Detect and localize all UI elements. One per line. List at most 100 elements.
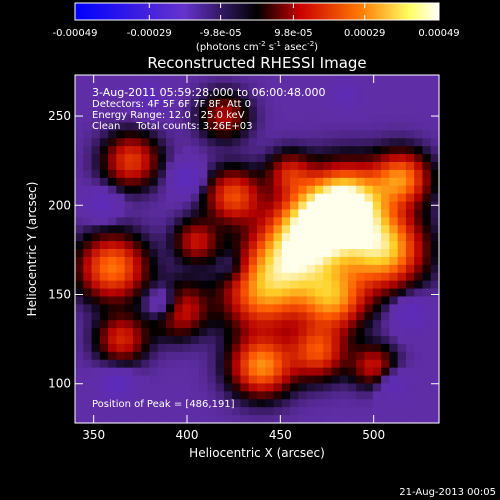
heatmap-cell (422, 304, 432, 313)
heatmap-cell (257, 320, 266, 329)
heatmap-cell (339, 193, 349, 203)
heatmap-cell (405, 415, 415, 424)
heatmap-cell (232, 209, 242, 218)
heatmap-cell (99, 288, 109, 298)
heatmap-cell (389, 138, 399, 147)
heatmap-cell (257, 407, 266, 416)
heatmap-cell (215, 304, 225, 313)
heatmap-cell (422, 241, 432, 250)
heatmap-cell (397, 177, 407, 187)
heatmap-cell (397, 162, 407, 171)
heatmap-cell (166, 98, 175, 108)
heatmap-cell (83, 336, 93, 345)
heatmap-cell (281, 399, 291, 408)
heatmap-cell (99, 75, 109, 84)
heatmap-cell (116, 288, 126, 298)
heatmap-cell (91, 162, 101, 171)
heatmap-cell (372, 249, 382, 258)
heatmap-cell (166, 391, 175, 400)
heatmap-cell (75, 75, 84, 84)
heatmap-cell (414, 391, 424, 400)
heatmap-cell (314, 264, 324, 274)
heatmap-cell (190, 304, 200, 313)
heatmap-cell (116, 359, 126, 369)
heatmap-cell (190, 272, 200, 282)
heatmap-cell (356, 233, 366, 242)
heatmap-cell (405, 122, 415, 131)
heatmap-cell (207, 320, 217, 329)
heatmap-cell (166, 288, 175, 298)
heatmap-cell (91, 138, 101, 147)
heatmap-cell (75, 154, 84, 163)
heatmap-cell (290, 122, 299, 131)
heatmap-cell (124, 169, 134, 179)
heatmap-cell (430, 177, 440, 187)
heatmap-cell (364, 312, 374, 321)
heatmap-cell (389, 217, 399, 226)
heatmap-cell (257, 90, 266, 100)
heatmap-cell (190, 98, 200, 108)
heatmap-cell (397, 272, 407, 282)
heatmap-cell (405, 98, 415, 108)
heatmap-cell (290, 162, 299, 171)
heatmap-cell (364, 320, 374, 329)
heatmap-cell (372, 256, 382, 266)
heatmap-cell (132, 233, 142, 242)
heatmap-cell (108, 193, 117, 203)
heatmap-cell (356, 177, 366, 187)
heatmap-cell (372, 114, 382, 124)
heatmap-cell (91, 399, 101, 408)
heatmap-cell (298, 280, 308, 290)
heatmap-cell (331, 320, 341, 329)
heatmap-cell (348, 351, 357, 361)
heatmap-cell (166, 296, 175, 305)
heatmap-cell (83, 328, 93, 337)
heatmap-cell (414, 375, 424, 385)
heatmap-cell (348, 201, 357, 211)
heatmap-cell (422, 106, 432, 116)
heatmap-cell (397, 185, 407, 195)
heatmap-cell (132, 264, 142, 274)
heatmap-cell (83, 209, 93, 218)
heatmap-cell (190, 162, 200, 171)
heatmap-cell (99, 90, 109, 100)
heatmap-cell (331, 90, 341, 100)
heatmap-cell (149, 241, 159, 250)
heatmap-cell (281, 114, 291, 124)
heatmap-cell (281, 209, 291, 218)
heatmap-cell (116, 383, 126, 392)
heatmap-cell (190, 82, 200, 92)
heatmap-cell (223, 225, 233, 234)
heatmap-cell (215, 201, 225, 211)
heatmap-cell (149, 272, 159, 282)
heatmap-cell (397, 264, 407, 274)
heatmap-cell (265, 154, 275, 163)
heatmap-cell (248, 233, 258, 242)
heatmap-cell (215, 106, 225, 116)
heatmap-cell (430, 343, 440, 353)
heatmap-cell (281, 296, 291, 305)
heatmap-cell (141, 375, 151, 385)
heatmap-cell (414, 399, 424, 408)
heatmap-cell (141, 249, 151, 258)
heatmap-cell (339, 280, 349, 290)
heatmap-cell (174, 233, 184, 242)
heatmap-cell (83, 225, 93, 234)
heatmap-cell (430, 98, 440, 108)
heatmap-cell (348, 312, 357, 321)
heatmap-cell (290, 201, 299, 211)
heatmap-cell (414, 82, 424, 92)
heatmap-cell (265, 343, 275, 353)
heatmap-cell (397, 193, 407, 203)
heatmap-cell (157, 375, 167, 385)
heatmap-cell (116, 336, 126, 345)
heatmap-cell (83, 82, 93, 92)
heatmap-cell (372, 367, 382, 377)
heatmap-cell (141, 351, 151, 361)
heatmap-cell (290, 169, 299, 179)
heatmap-cell (174, 336, 184, 345)
heatmap-cell (141, 320, 151, 329)
heatmap-cell (405, 106, 415, 116)
heatmap-cell (166, 343, 175, 353)
heatmap-cell (116, 280, 126, 290)
